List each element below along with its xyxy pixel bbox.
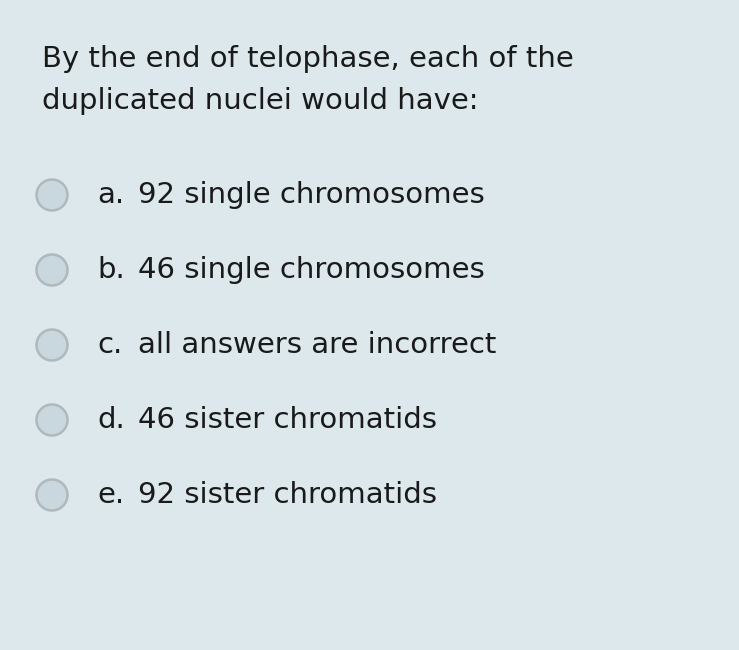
Text: 46 single chromosomes: 46 single chromosomes bbox=[138, 256, 485, 284]
Text: a.: a. bbox=[97, 181, 124, 209]
Text: all answers are incorrect: all answers are incorrect bbox=[138, 331, 497, 359]
Ellipse shape bbox=[36, 480, 67, 510]
Text: 46 sister chromatids: 46 sister chromatids bbox=[138, 406, 437, 434]
Text: c.: c. bbox=[97, 331, 122, 359]
Text: By the end of telophase, each of the: By the end of telophase, each of the bbox=[42, 45, 573, 73]
Text: d.: d. bbox=[97, 406, 125, 434]
Text: b.: b. bbox=[97, 256, 125, 284]
Ellipse shape bbox=[36, 330, 67, 361]
Text: duplicated nuclei would have:: duplicated nuclei would have: bbox=[42, 87, 478, 115]
Text: 92 single chromosomes: 92 single chromosomes bbox=[138, 181, 485, 209]
Ellipse shape bbox=[36, 255, 67, 285]
Ellipse shape bbox=[36, 179, 67, 211]
Ellipse shape bbox=[36, 404, 67, 436]
Text: 92 sister chromatids: 92 sister chromatids bbox=[138, 481, 437, 509]
Text: e.: e. bbox=[97, 481, 124, 509]
